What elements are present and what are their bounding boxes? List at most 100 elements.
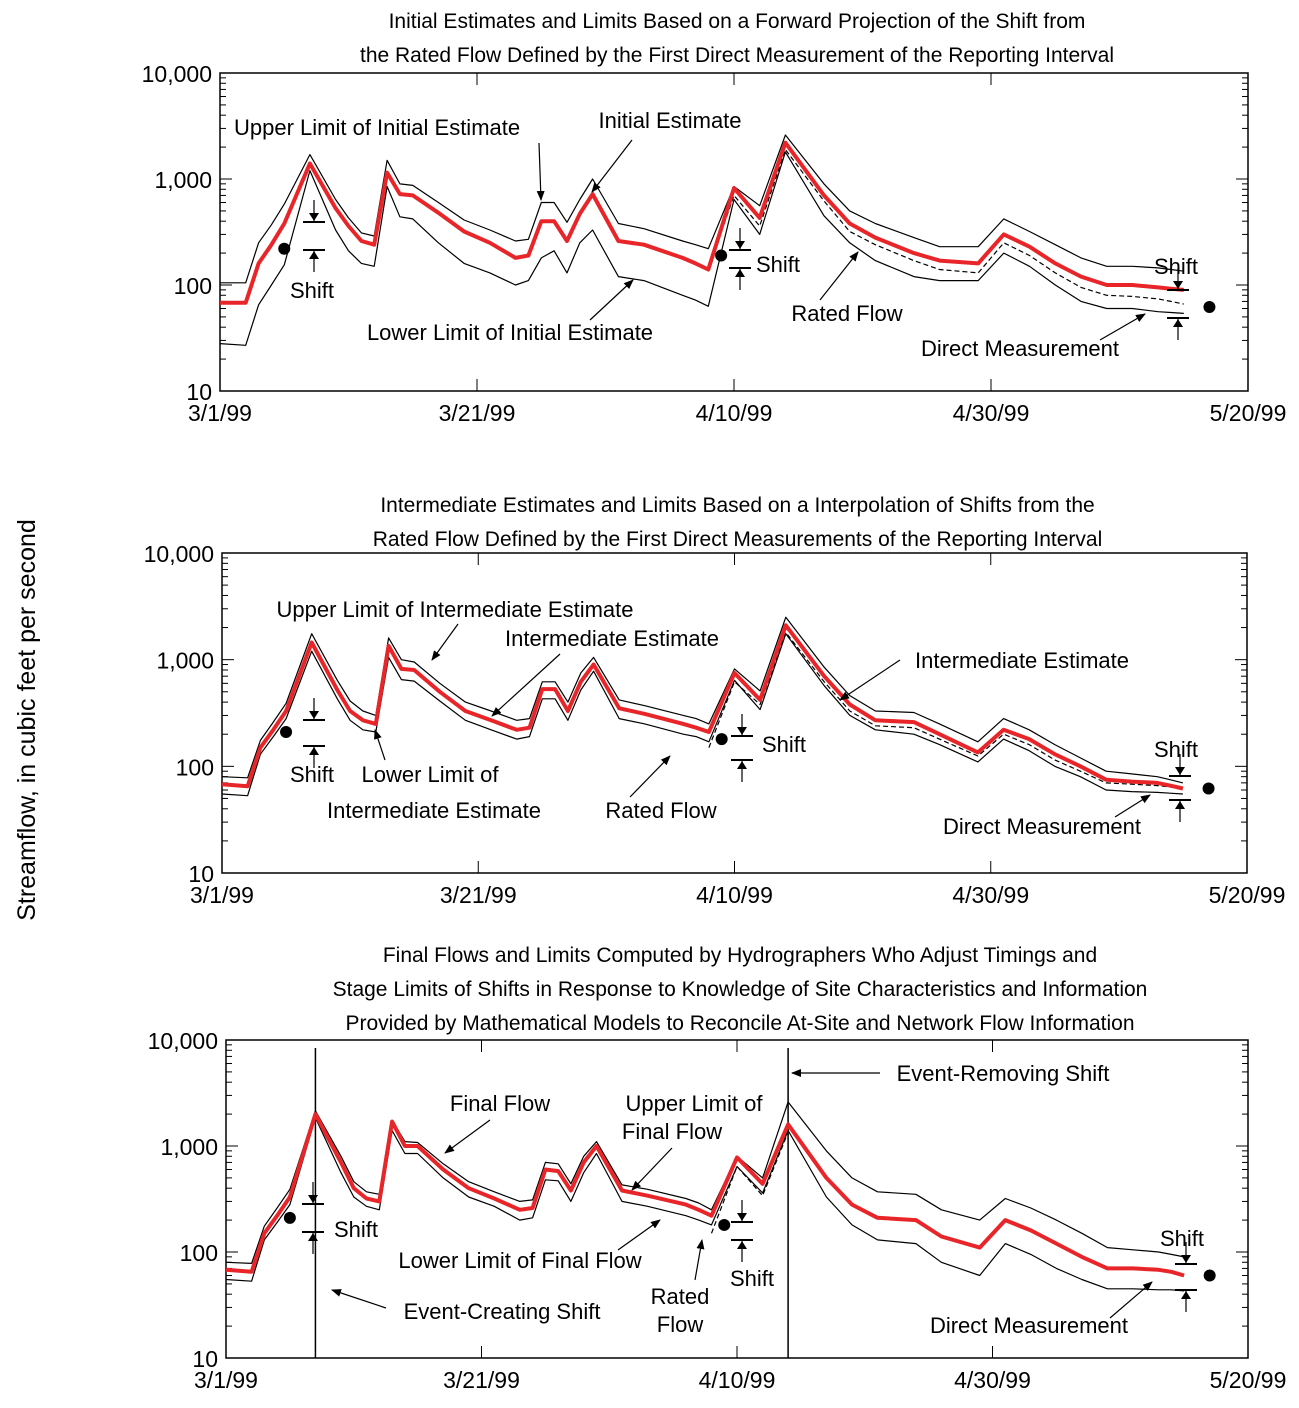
chart-panel-2: Intermediate Estimates and Limits Based … <box>144 494 1286 908</box>
annotation-arrow <box>591 139 633 193</box>
annotation-label: Flow <box>657 1312 704 1337</box>
series-lower-line <box>221 633 1183 797</box>
annotation-arrow <box>1109 1281 1153 1319</box>
x-tick-label: 4/10/99 <box>696 882 773 908</box>
annotation-label: Event-Creating Shift <box>404 1299 601 1324</box>
series-estimate-line <box>225 1112 1185 1278</box>
y-tick-label: 1,000 <box>156 648 214 674</box>
annotation-label: Shift <box>290 278 334 303</box>
y-tick-label: 10 <box>192 1346 218 1372</box>
chart-subtitle: Rated Flow Defined by the First Direct M… <box>373 528 1102 551</box>
chart-panel-3: Final Flows and Limits Computed by Hydro… <box>148 944 1287 1393</box>
annotation-arrow <box>694 1239 705 1281</box>
direct-measurement-point <box>1203 301 1216 314</box>
annotation-label: Initial Estimate <box>598 108 741 133</box>
y-tick-label: 10,000 <box>144 541 214 567</box>
shift-symbol <box>731 714 753 782</box>
direct-measurement-point <box>280 725 293 738</box>
series-upper-line <box>220 134 1184 284</box>
y-tick-label: 100 <box>176 754 214 780</box>
annotation-label: Rated Flow <box>605 798 716 823</box>
x-tick-label: 3/21/99 <box>443 1367 520 1393</box>
shift-symbol <box>1175 1242 1197 1312</box>
shift-arrowhead <box>1181 1291 1191 1299</box>
x-tick-label: 4/30/99 <box>952 882 1029 908</box>
annotation-arrow <box>617 1219 661 1251</box>
chart-panel-1: Initial Estimates and Limits Based on a … <box>142 10 1287 426</box>
shift-arrowhead <box>309 747 319 755</box>
annotation-label: Shift <box>756 252 800 277</box>
annotation-label: Shift <box>730 1266 774 1291</box>
shift-arrowhead <box>737 727 747 735</box>
shift-arrowhead <box>1173 281 1183 289</box>
annotation-label: Shift <box>1154 254 1198 279</box>
annotation-arrow <box>491 653 561 717</box>
shift-arrowhead <box>737 1213 747 1221</box>
annotation-label: Direct Measurement <box>930 1313 1128 1338</box>
y-tick-label: 10,000 <box>148 1028 218 1054</box>
annotation-arrow <box>536 142 545 201</box>
annotation-arrow <box>819 251 859 301</box>
y-tick-label: 1,000 <box>160 1134 218 1160</box>
x-tick-label: 5/20/99 <box>1210 400 1287 426</box>
y-tick-label: 100 <box>180 1240 218 1266</box>
series-upper-line <box>221 616 1184 784</box>
shift-arrowhead <box>1175 767 1185 775</box>
annotation-label: Shift <box>1154 737 1198 762</box>
shift-symbol <box>1169 754 1191 822</box>
shift-arrowhead <box>309 711 319 719</box>
shift-symbol <box>303 200 325 272</box>
chart-subtitle: the Rated Flow Defined by the First Dire… <box>360 44 1114 67</box>
shift-symbol <box>302 1182 324 1254</box>
chart-subtitle2: Provided by Mathematical Models to Recon… <box>345 1012 1134 1035</box>
annotation-label: Lower Limit of <box>362 762 500 787</box>
annotation-arrow <box>331 1289 387 1309</box>
annotation-label: Upper Limit of Initial Estimate <box>234 115 520 140</box>
annotation-arrow <box>629 755 671 798</box>
annotation-label: Shift <box>334 1217 378 1242</box>
annotation-label: Rated <box>651 1284 710 1309</box>
annotation-arrow <box>1114 794 1151 818</box>
annotation-label: Event-Removing Shift <box>897 1061 1110 1086</box>
direct-measurement-point <box>1202 782 1215 795</box>
annotation-label: Intermediate Estimate <box>327 798 541 823</box>
chart-title: Intermediate Estimates and Limits Based … <box>380 494 1094 517</box>
shift-symbol <box>731 1200 753 1262</box>
annotation-label: Direct Measurement <box>921 336 1119 361</box>
x-tick-label: 3/1/99 <box>190 882 254 908</box>
annotation-label: Lower Limit of Initial Estimate <box>367 320 653 345</box>
y-tick-label: 100 <box>174 273 212 299</box>
y-tick-label: 10 <box>188 861 214 887</box>
shift-arrowhead <box>1181 1255 1191 1263</box>
x-tick-label: 3/1/99 <box>188 400 252 426</box>
x-tick-label: 4/30/99 <box>953 400 1030 426</box>
series-estimate-line <box>220 140 1184 305</box>
direct-measurement-point <box>283 1211 296 1224</box>
annotation-arrow <box>839 659 901 701</box>
x-tick-label: 4/30/99 <box>954 1367 1031 1393</box>
annotation-arrow <box>631 1147 673 1191</box>
series-lower-line <box>219 151 1184 346</box>
annotation-label: Intermediate Estimate <box>915 648 1129 673</box>
x-tick-label: 5/20/99 <box>1210 1367 1287 1393</box>
shift-symbol <box>729 228 751 290</box>
direct-measurement-point <box>715 249 728 262</box>
x-tick-label: 4/10/99 <box>699 1367 776 1393</box>
x-tick-label: 4/10/99 <box>696 400 773 426</box>
annotation-label: Final Flow <box>622 1119 722 1144</box>
x-tick-label: 3/1/99 <box>194 1367 258 1393</box>
series-rated-line <box>708 631 1183 790</box>
shift-arrowhead <box>735 269 745 277</box>
chart-title: Initial Estimates and Limits Based on a … <box>389 10 1086 33</box>
annotation-label: Rated Flow <box>791 301 902 326</box>
x-tick-label: 5/20/99 <box>1209 882 1286 908</box>
direct-measurement-point <box>278 242 291 255</box>
annotation-arrow <box>589 279 634 321</box>
shift-symbol <box>303 698 325 768</box>
annotation-label: Upper Limit of <box>626 1091 764 1116</box>
annotation-label: Direct Measurement <box>943 814 1141 839</box>
shift-arrowhead <box>309 251 319 259</box>
y-tick-label: 1,000 <box>154 167 212 193</box>
shift-arrowhead <box>308 1195 318 1203</box>
